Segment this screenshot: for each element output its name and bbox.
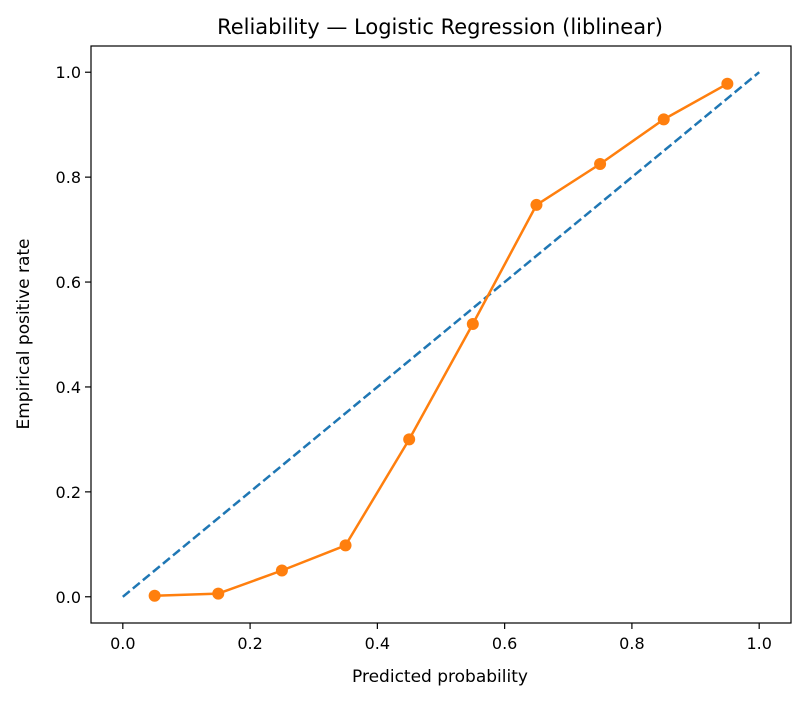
x-tick-label: 1.0 bbox=[746, 634, 771, 653]
y-tick-label: 0.2 bbox=[56, 483, 81, 502]
x-tick-label: 0.6 bbox=[492, 634, 517, 653]
y-tick-label: 0.8 bbox=[56, 168, 81, 187]
x-tick-label: 0.0 bbox=[110, 634, 135, 653]
plot-frame bbox=[90, 45, 792, 624]
x-tick-label: 0.4 bbox=[365, 634, 390, 653]
y-tick-label: 1.0 bbox=[56, 63, 81, 82]
calibration-point bbox=[530, 198, 543, 211]
calibration-point bbox=[594, 158, 607, 171]
calibration-point bbox=[148, 589, 161, 602]
calibration-point bbox=[466, 318, 479, 331]
calibration-point bbox=[339, 539, 352, 552]
y-tick-label: 0.4 bbox=[56, 378, 81, 397]
calibration-point bbox=[212, 587, 225, 600]
calibration-point bbox=[275, 564, 288, 577]
calibration-point bbox=[403, 433, 416, 446]
chart-title: Reliability — Logistic Regression (libli… bbox=[217, 15, 663, 39]
calibration-curve-line bbox=[154, 82, 729, 597]
y-tick-label: 0.6 bbox=[56, 273, 81, 292]
calibration-point bbox=[721, 77, 734, 90]
x-tick-label: 0.8 bbox=[619, 634, 644, 653]
plot-area: 0.0 0.2 0.4 0.6 0.8 1.0 0.0 0.2 0.4 0.6 0.8 1.0 bbox=[56, 45, 792, 653]
x-tick-label: 0.2 bbox=[237, 634, 262, 653]
diagonal-reference-line bbox=[122, 71, 760, 598]
calibration-point bbox=[657, 113, 670, 126]
y-axis-label: Empirical positive rate bbox=[14, 238, 34, 429]
x-axis-label: Predicted probability bbox=[352, 667, 528, 687]
y-tick-label: 0.0 bbox=[56, 588, 81, 607]
